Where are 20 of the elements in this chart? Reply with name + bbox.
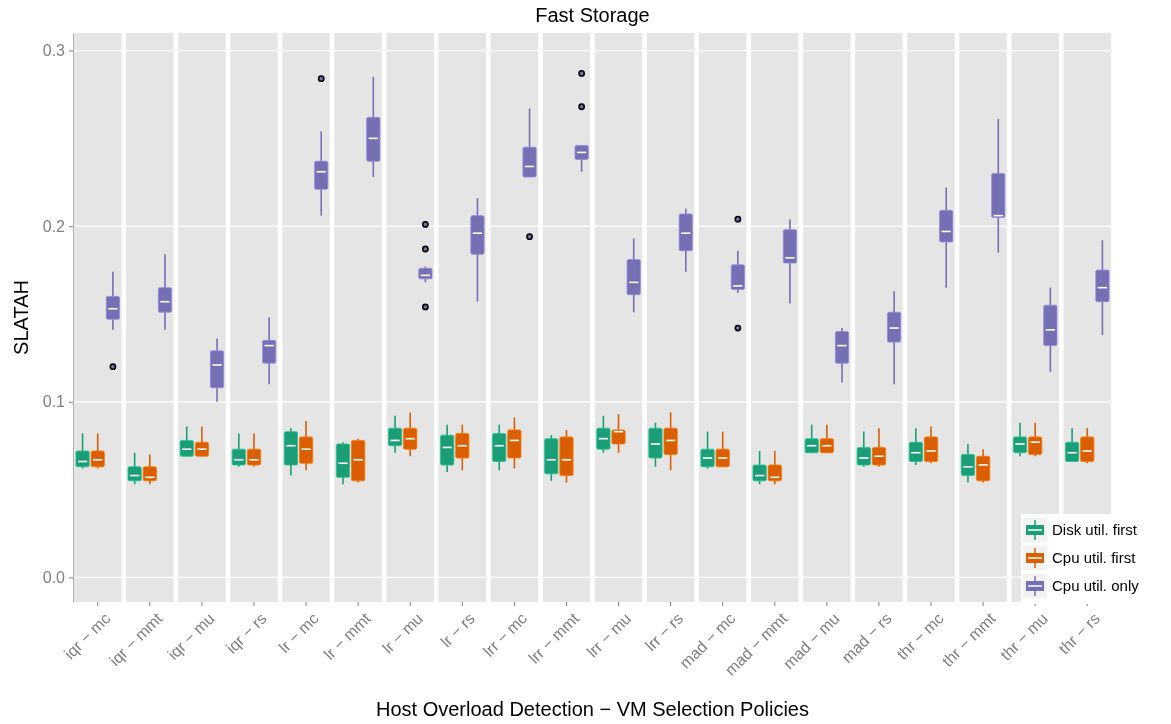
x-tick-label: lr − mmt xyxy=(320,609,375,663)
x-tick-label: lrr − mu xyxy=(583,609,635,661)
legend-label: Cpu util. first xyxy=(1052,549,1137,566)
y-tick-label: 0.2 xyxy=(42,217,66,235)
x-tick-label: lr − mu xyxy=(379,609,426,657)
y-axis-title: SLATAH xyxy=(10,280,32,355)
x-tick-label: iqr − mu xyxy=(164,609,218,663)
x-axis-title: Host Overload Detection − VM Selection Policies xyxy=(376,698,809,720)
y-tick-label: 0.0 xyxy=(42,569,66,587)
legend-label: Disk util. first xyxy=(1052,521,1138,538)
x-tick-label: lr − rs xyxy=(437,609,479,651)
legend-label: Cpu util. only xyxy=(1052,577,1140,594)
x-tick-label: lrr − rs xyxy=(641,609,687,655)
x-tick-label: thr − mu xyxy=(997,609,1051,664)
y-tick-label: 0.1 xyxy=(42,393,66,411)
y-tick-label: 0.3 xyxy=(42,42,66,60)
x-tick-label: thr − rs xyxy=(1055,609,1103,658)
x-tick-label: lr − mc xyxy=(275,609,322,656)
x-tick-label: iqr − rs xyxy=(222,609,270,657)
chart-title: Fast Storage xyxy=(535,4,650,26)
